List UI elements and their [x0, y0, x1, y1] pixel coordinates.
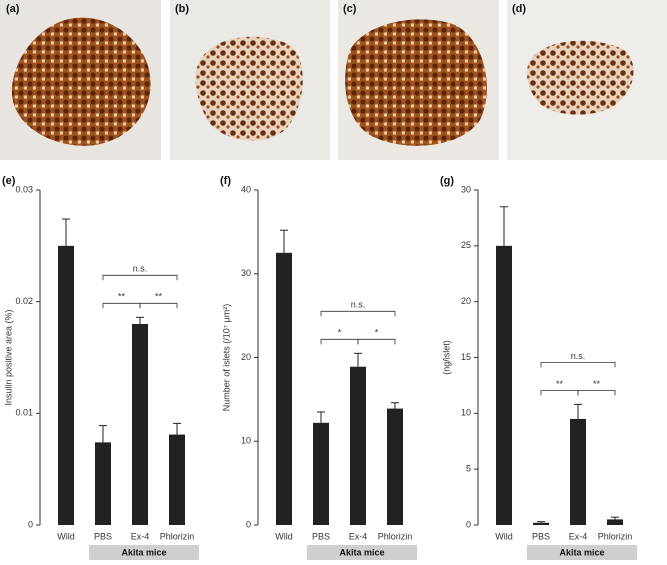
micrographs: (a) (b) (c) (d) — [0, 0, 667, 160]
islet-image — [195, 36, 303, 141]
significance-label: ** — [593, 379, 601, 389]
y-tick-label: 10 — [461, 408, 471, 418]
x-tick-label: PBS — [312, 531, 330, 541]
y-tick-label: 25 — [461, 240, 471, 250]
y-tick-label: 0.01 — [15, 408, 33, 418]
x-tick-label: PBS — [532, 531, 550, 541]
panel-label: (b) — [175, 3, 189, 15]
y-tick-label: 30 — [241, 268, 251, 278]
group-box — [527, 545, 637, 560]
y-axis-label: (ng/islet) — [441, 340, 451, 375]
bar — [496, 245, 512, 526]
significance-bracket — [139, 302, 178, 309]
significance-label: ** — [556, 379, 564, 389]
y-tick-label: 40 — [241, 184, 251, 194]
y-tick-label: 5 — [466, 464, 471, 474]
significance-bracket — [357, 338, 396, 345]
significance-bracket — [320, 338, 359, 345]
group-box — [307, 545, 417, 560]
group-label: Akita mice — [559, 547, 604, 557]
x-tick-label: Phlorizin — [160, 531, 195, 541]
x-tick-label: Wild — [495, 531, 513, 541]
x-tick-label: Ex-4 — [131, 531, 150, 541]
bar — [350, 366, 366, 525]
bar — [276, 252, 292, 525]
bar — [95, 442, 111, 525]
panel-label: (e) — [2, 175, 16, 187]
bar-chart: Wild PBS Ex-4 Phlorizin * * n.s. Akita mice — [275, 229, 417, 560]
y-tick-label: 15 — [461, 352, 471, 362]
significance-label: n.s. — [351, 300, 366, 310]
y-tick-label: 0 — [28, 519, 33, 529]
panel-label: (d) — [512, 3, 526, 15]
x-tick-label: Wild — [57, 531, 75, 541]
panel-label: (f) — [220, 175, 231, 187]
significance-bracket — [540, 390, 579, 396]
y-tick-label: 20 — [241, 352, 251, 362]
islet-image — [345, 19, 487, 146]
islet-image — [526, 40, 634, 115]
y-tick-label: 0 — [466, 519, 471, 529]
bar — [313, 422, 329, 525]
x-tick-label: Phlorizin — [598, 531, 633, 541]
significance-label: n.s. — [133, 264, 148, 274]
group-label: Akita mice — [339, 547, 384, 557]
x-tick-label: PBS — [94, 531, 112, 541]
bar — [169, 434, 185, 525]
y-tick-label: 10 — [241, 436, 251, 446]
y-tick-label: 0.03 — [15, 184, 33, 194]
bar — [533, 522, 549, 525]
bar — [570, 418, 586, 525]
y-axis-label: Insulin positive area (%) — [3, 309, 13, 405]
panel-label: (g) — [440, 175, 454, 187]
y-axis-label: Number of islets (/10⁷ μm²) — [221, 304, 231, 411]
panel-label: (a) — [6, 3, 20, 15]
x-tick-label: Phlorizin — [378, 531, 413, 541]
y-tick-label: 30 — [461, 184, 471, 194]
significance-label: * — [375, 328, 379, 338]
y-tick-label: 0 — [246, 519, 251, 529]
significance-bracket — [320, 310, 396, 317]
significance-label: n.s. — [571, 351, 586, 361]
y-tick-label: 20 — [461, 296, 471, 306]
bar — [607, 519, 623, 525]
significance-bracket — [102, 302, 141, 309]
y-tick-label: 0.02 — [15, 296, 33, 306]
x-tick-label: Wild — [275, 531, 293, 541]
bar-chart: Wild PBS Ex-4 Phlorizin ** ** n.s. Akita mice — [57, 218, 199, 560]
significance-label: * — [338, 328, 342, 338]
x-tick-label: Ex-4 — [349, 531, 368, 541]
significance-bracket — [102, 274, 178, 281]
group-box — [89, 545, 199, 560]
significance-label: ** — [118, 292, 126, 302]
bar-chart: Wild PBS Ex-4 Phlorizin ** ** n.s. Akita mice — [495, 206, 637, 560]
group-label: Akita mice — [121, 547, 166, 557]
significance-label: ** — [155, 292, 163, 302]
significance-bracket — [577, 390, 616, 396]
panel-label: (c) — [343, 3, 357, 15]
x-tick-label: Ex-4 — [569, 531, 588, 541]
bar — [132, 324, 148, 525]
islet-image — [11, 17, 151, 146]
bar — [387, 408, 403, 525]
significance-bracket — [540, 362, 616, 368]
bar — [58, 245, 74, 526]
